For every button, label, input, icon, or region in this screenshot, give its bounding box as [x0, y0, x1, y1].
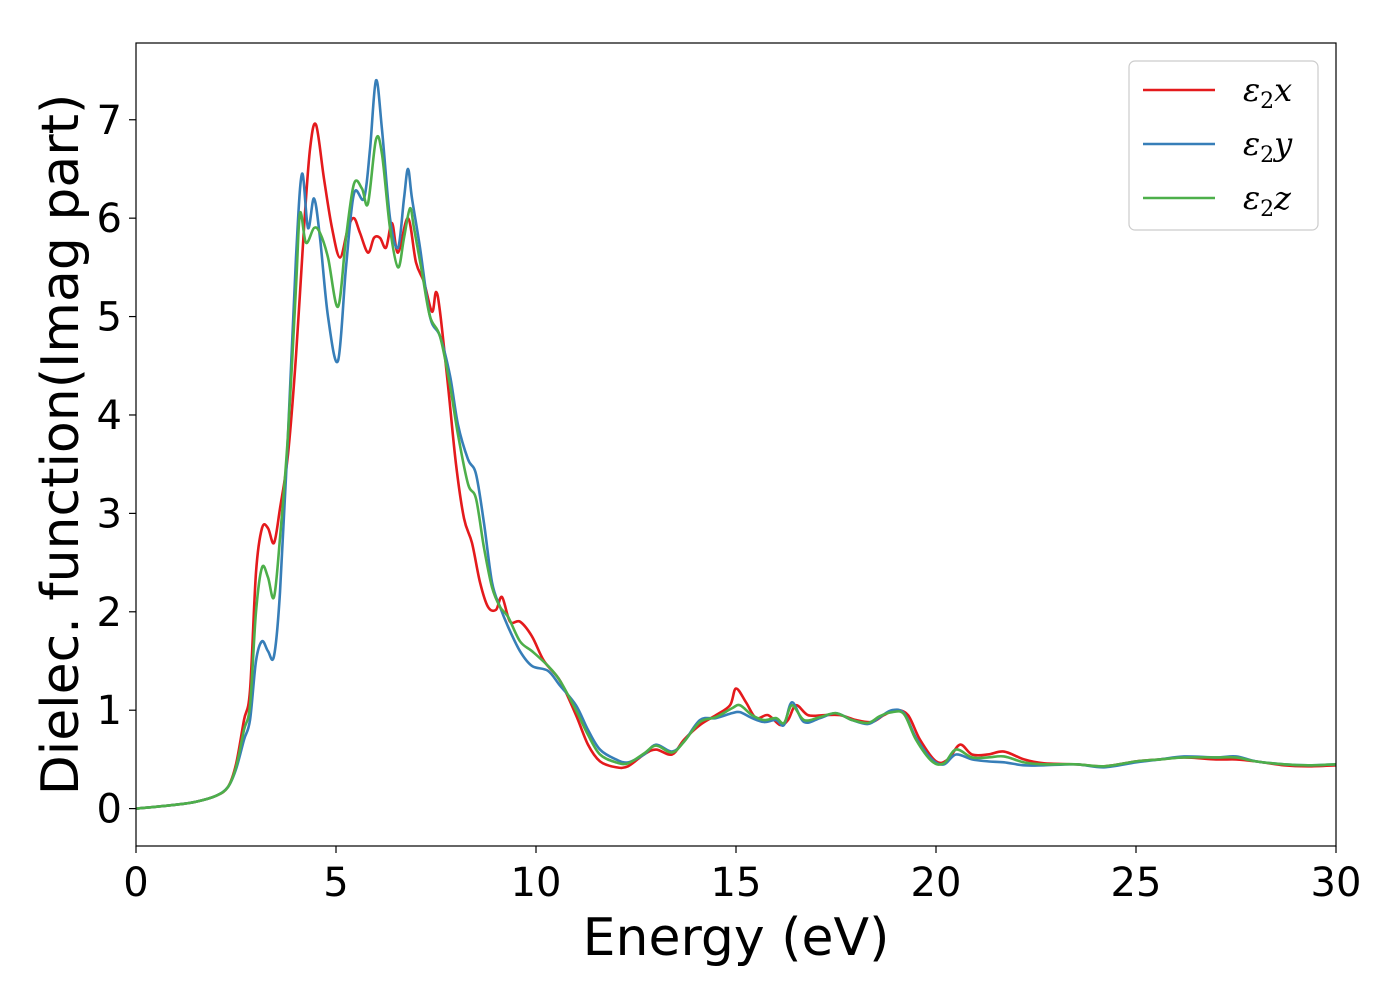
y-tick-label: 7: [97, 98, 122, 144]
y-tick-label: 4: [97, 393, 122, 439]
legend-label: ε2y: [1243, 125, 1293, 168]
series-layer: [136, 79, 1336, 810]
x-tick-label: 30: [1311, 860, 1362, 906]
legend-box: [1128, 60, 1319, 231]
y-tick-label: 3: [97, 491, 122, 537]
y-tick-label: 6: [97, 196, 122, 242]
legend-label: ε2x: [1243, 71, 1292, 114]
x-tick-label: 10: [511, 860, 562, 906]
y-tick-label: 5: [97, 295, 122, 341]
ticks-layer: 0 5 10 15 20 25 30 0 1 2 3 4 5 6 7: [97, 98, 1362, 906]
series-line-z: [136, 134, 1336, 810]
y-tick-label: 2: [97, 590, 122, 636]
series-line-y: [136, 79, 1336, 810]
x-tick-label: 15: [711, 860, 762, 906]
legend: ε2x ε2y ε2z: [1128, 60, 1319, 231]
x-tick-label: 5: [323, 860, 348, 906]
x-axis-title: Energy (eV): [583, 908, 890, 968]
x-tick-label: 20: [911, 860, 962, 906]
y-tick-label: 0: [97, 787, 122, 833]
y-tick-label: 1: [97, 688, 122, 734]
x-tick-label: 25: [1111, 860, 1162, 906]
legend-label: ε2z: [1243, 179, 1292, 222]
y-axis-title: Dielec. function(Imag part): [31, 94, 91, 796]
x-tick-label: 0: [123, 860, 148, 906]
